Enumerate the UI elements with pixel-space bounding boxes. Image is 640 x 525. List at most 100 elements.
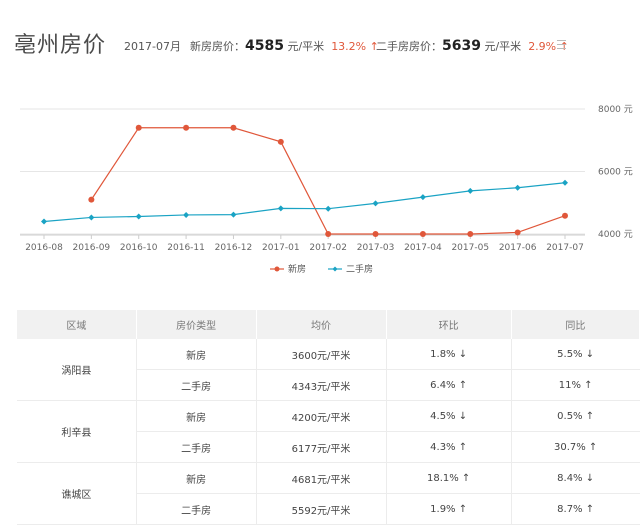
- price-cell: 4343元/平米: [256, 369, 387, 401]
- district-price-table: 区域 房价类型 均价 环比 同比 涡阳县 新房 3600元/平米 1.8% ↓ 5.5% ↓ 二手…: [17, 310, 640, 525]
- price-cell: 4681元/平米: [256, 462, 387, 494]
- data-point-used: [277, 205, 284, 212]
- data-point-used: [88, 214, 95, 221]
- new-house-price: 新房房价：4585 元/平米 13.2% ↑: [190, 38, 379, 54]
- chart-legend[interactable]: 新房 二手房: [270, 263, 373, 275]
- data-point-used: [41, 218, 47, 225]
- type-cell: 新房: [136, 400, 257, 432]
- mom-cell: 1.9% ↑: [386, 493, 512, 525]
- x-tick-label: 2016-12: [215, 243, 253, 253]
- yoy-cell: 0.5% ↑: [511, 400, 640, 432]
- column-header: 区域: [17, 310, 137, 339]
- y-axis-labels: 8000 元 6000 元 4000 元: [598, 105, 633, 240]
- series-line-used: [43, 182, 566, 223]
- chart-series: [41, 124, 568, 237]
- x-tick-label: 2017-04: [404, 243, 442, 253]
- used-price-value: 5639: [442, 38, 481, 54]
- data-point-new: [277, 138, 284, 145]
- mom-cell: 1.8% ↓: [386, 339, 512, 370]
- data-point-used: [419, 194, 426, 201]
- data-point-used: [372, 200, 379, 207]
- menu-icon[interactable]: [557, 40, 566, 49]
- report-month: 2017-07月: [124, 40, 181, 53]
- table-row: 涡阳县 新房 3600元/平米 1.8% ↓ 5.5% ↓: [17, 339, 640, 401]
- mom-cell: 4.3% ↑: [386, 431, 512, 463]
- table-row: 谯城区 新房 4681元/平米 18.1% ↑ 8.4% ↓: [17, 462, 640, 525]
- x-tick-label: 2017-07: [546, 243, 584, 253]
- legend-label-new: 新房: [288, 263, 306, 275]
- yoy-cell: 8.4% ↓: [511, 462, 640, 494]
- data-point-used: [514, 184, 521, 191]
- data-point-used: [183, 211, 190, 218]
- region-cell: 涡阳县: [17, 339, 137, 401]
- table-row: 二手房 6177元/平米 4.3% ↑ 30.7% ↑: [17, 431, 640, 463]
- type-cell: 二手房: [136, 493, 257, 525]
- yoy-cell: 11% ↑: [511, 369, 640, 401]
- x-tick-label: 2016-09: [73, 243, 111, 253]
- x-tick-label: 2016-10: [120, 243, 158, 253]
- mom-cell: 4.5% ↓: [386, 400, 512, 432]
- data-point-new: [88, 196, 95, 203]
- legend-marker-new: [274, 266, 280, 272]
- data-point-new: [183, 124, 190, 131]
- table-row: 二手房 4343元/平米 6.4% ↑ 11% ↑: [17, 369, 640, 401]
- new-price-change: 13.2% ↑: [331, 40, 379, 53]
- x-tick-label: 2017-01: [262, 243, 300, 253]
- yoy-cell: 8.7% ↑: [511, 493, 640, 525]
- price-cell: 5592元/平米: [256, 493, 387, 525]
- data-point-used: [325, 205, 332, 212]
- used-price-unit: 元/平米: [484, 40, 522, 53]
- yoy-cell: 5.5% ↓: [511, 339, 640, 370]
- x-tick-label: 2017-05: [451, 243, 489, 253]
- price-line-chart: 2016-08 2016-09 2016-10 2016-11 2016-12 2017-…: [20, 105, 633, 275]
- type-cell: 新房: [136, 462, 257, 494]
- y-tick-label: 8000 元: [598, 105, 633, 115]
- price-cell: 4200元/平米: [256, 400, 387, 432]
- data-point-new: [467, 231, 474, 237]
- data-point-used: [467, 187, 474, 194]
- yoy-cell: 30.7% ↑: [511, 431, 640, 463]
- table-body: 涡阳县 新房 3600元/平米 1.8% ↓ 5.5% ↓ 二手房 4343元/平米 6.4%…: [17, 339, 640, 525]
- data-point-used: [135, 213, 142, 220]
- column-header: 环比: [386, 310, 512, 339]
- price-cell: 6177元/平米: [256, 431, 387, 463]
- type-cell: 新房: [136, 339, 257, 370]
- table-row: 利辛县 新房 4200元/平米 4.5% ↓ 0.5% ↑: [17, 400, 640, 463]
- type-cell: 二手房: [136, 369, 257, 401]
- legend-marker-used: [332, 266, 338, 272]
- price-cell: 3600元/平米: [256, 339, 387, 370]
- type-cell: 二手房: [136, 431, 257, 463]
- new-price-unit: 元/平米: [287, 40, 325, 53]
- column-header: 同比: [511, 310, 640, 339]
- x-axis-labels: 2016-08 2016-09 2016-10 2016-11 2016-12 2017-…: [25, 235, 584, 253]
- x-tick-label: 2017-02: [309, 243, 347, 253]
- x-tick-label: 2016-11: [167, 243, 205, 253]
- data-point-new: [372, 231, 379, 237]
- column-header: 均价: [256, 310, 387, 339]
- new-price-value: 4585: [245, 38, 284, 54]
- mom-cell: 6.4% ↑: [386, 369, 512, 401]
- region-cell: 利辛县: [17, 400, 137, 463]
- page-header: 亳州房价 2017-07月 新房房价：4585 元/平米 13.2% ↑ 二手房…: [0, 0, 640, 60]
- used-price-change: 2.9% ↑: [528, 40, 569, 53]
- chart-grid: [20, 108, 585, 236]
- y-tick-label: 4000 元: [598, 230, 633, 240]
- used-house-price: 二手房房价：5639 元/平米 2.9% ↑: [376, 38, 569, 54]
- legend-label-used: 二手房: [346, 263, 373, 275]
- data-point-used: [230, 211, 237, 218]
- table-header-row: 区域 房价类型 均价 环比 同比: [17, 310, 640, 339]
- data-point-new: [325, 231, 332, 237]
- data-point-used: [562, 179, 568, 186]
- x-tick-label: 2016-08: [25, 243, 63, 253]
- y-tick-label: 6000 元: [598, 168, 633, 178]
- data-point-new: [419, 231, 426, 237]
- data-point-new: [135, 124, 142, 131]
- mom-cell: 18.1% ↑: [386, 462, 512, 494]
- data-point-new: [562, 212, 568, 219]
- new-price-label: 新房房价：: [190, 40, 245, 53]
- series-line-new: [90, 127, 566, 235]
- column-header: 房价类型: [136, 310, 257, 339]
- city-title: 亳州房价: [14, 33, 107, 58]
- data-point-new: [230, 124, 237, 131]
- x-tick-label: 2017-06: [499, 243, 537, 253]
